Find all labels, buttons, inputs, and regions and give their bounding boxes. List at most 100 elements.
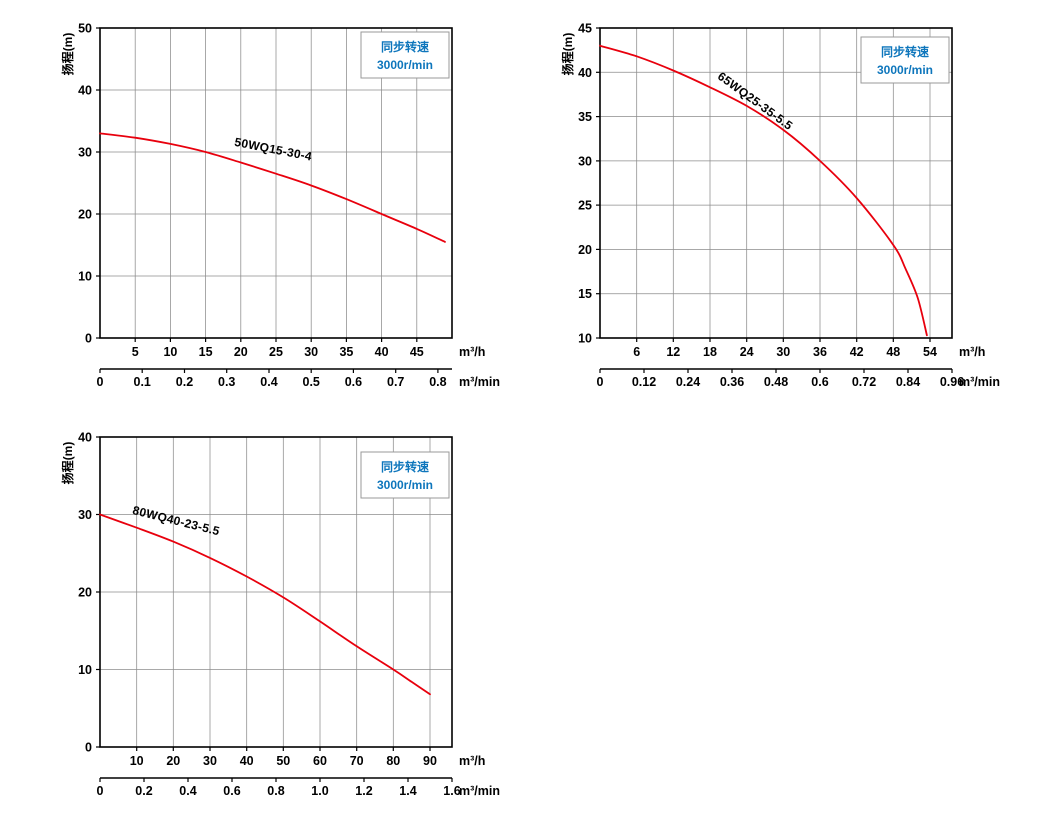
y-tick-label: 10 [78,270,92,284]
x-tick-label: 18 [703,345,717,359]
secondary-x-tick-label: 1.6 [443,784,460,798]
plot-border [599,27,953,339]
pump-curve-chart-2: 10 15 20 25 30 35 40 45 6 12 18 24 30 36 42 48 54 m³/h 0 0.… [518,8,1018,400]
x-tick-label: 40 [375,345,389,359]
y-tick-label: 40 [78,431,92,445]
secondary-x-tick-label: 0.2 [176,375,193,389]
y-tick-label: 0 [85,332,92,346]
secondary-x-tick-label: 0.12 [632,375,656,389]
secondary-x-tick-label: 0.1 [134,375,151,389]
y-tick-label: 0 [85,741,92,755]
secondary-x-tick-label: 0 [97,784,104,798]
x-axis-unit-secondary: m³/min [459,375,500,389]
x-tick-label: 48 [886,345,900,359]
secondary-x-tick-label: 0.6 [345,375,362,389]
secondary-x-tick-label: 0.3 [218,375,235,389]
x-axis-unit-primary: m³/h [459,345,485,359]
y-tick-label: 20 [78,586,92,600]
secondary-x-tick-label: 1.4 [399,784,416,798]
x-tick-label: 30 [203,754,217,768]
y-tick-label: 25 [578,199,592,213]
y-axis-title: 扬程(m) [60,442,75,485]
secondary-x-tick-label: 0.7 [387,375,404,389]
pump-curve-svg: 10 15 20 25 30 35 40 45 6 12 18 24 30 36 42 48 54 m³/h 0 0.… [560,22,1000,390]
y-tick-label: 20 [78,208,92,222]
x-tick-label: 30 [776,345,790,359]
legend-sync-speed-label: 同步转速 [381,459,429,474]
pump-curve [99,513,431,696]
secondary-x-tick-label: 0.4 [179,784,196,798]
y-tick-label: 40 [78,84,92,98]
x-axis-unit-secondary: m³/min [959,375,1000,389]
y-tick-label: 30 [78,146,92,160]
legend-box [360,451,450,499]
y-tick-label: 20 [578,243,592,257]
legend-sync-speed-label: 同步转速 [381,39,429,54]
pump-curve [599,44,928,337]
y-tick-label: 30 [78,508,92,522]
legend-box [360,31,450,79]
x-tick-label: 12 [666,345,680,359]
y-tick-label: 30 [578,154,592,168]
legend-sync-speed-value: 3000r/min [377,58,433,72]
x-tick-label: 45 [410,345,424,359]
secondary-x-tick-label: 0.36 [720,375,744,389]
secondary-x-tick-label: 0.72 [852,375,876,389]
pump-curve-chart-3: 0 10 20 30 40 10 20 30 40 50 60 70 80 90 m³/h 0 0.2 0.4 0.… [18,417,518,809]
x-tick-label: 42 [850,345,864,359]
legend-box [860,36,950,84]
y-axis-title: 扬程(m) [60,33,75,76]
secondary-x-tick-label: 0.2 [135,784,152,798]
y-tick-label: 35 [578,110,592,124]
y-tick-label: 10 [78,663,92,677]
pump-curve-svg: 0 10 20 30 40 50 5 10 15 20 25 30 35 40 45 m³/h 0 0.1 0.2 0… [60,22,500,390]
y-axis-title: 扬程(m) [560,33,575,76]
pump-curve [99,132,446,243]
x-tick-label: 40 [240,754,254,768]
x-tick-label: 90 [423,754,437,768]
secondary-x-tick-label: 0 [597,375,604,389]
x-tick-label: 35 [339,345,353,359]
secondary-x-tick-label: 0.84 [896,375,920,389]
x-axis-unit-primary: m³/h [459,754,485,768]
y-tick-label: 10 [578,332,592,346]
secondary-x-tick-label: 0.6 [811,375,828,389]
x-tick-label: 80 [386,754,400,768]
x-tick-label: 5 [132,345,139,359]
x-tick-label: 30 [304,345,318,359]
x-axis-unit-primary: m³/h [959,345,985,359]
x-tick-label: 70 [350,754,364,768]
secondary-x-tick-label: 0.6 [223,784,240,798]
y-tick-label: 45 [578,22,592,36]
secondary-x-tick-label: 1.0 [311,784,328,798]
x-tick-label: 54 [923,345,937,359]
secondary-x-tick-label: 0.5 [303,375,320,389]
pump-curve-svg: 0 10 20 30 40 10 20 30 40 50 60 70 80 90 m³/h 0 0.2 0.4 0.… [60,431,500,799]
secondary-x-tick-label: 0 [97,375,104,389]
x-tick-label: 10 [163,345,177,359]
x-tick-label: 25 [269,345,283,359]
curve-model-label: 80WQ40-23-5.5 [131,503,221,538]
x-tick-label: 6 [633,345,640,359]
x-tick-label: 15 [199,345,213,359]
x-axis-unit-secondary: m³/min [459,784,500,798]
y-tick-label: 50 [78,22,92,36]
x-tick-label: 20 [166,754,180,768]
x-tick-label: 10 [130,754,144,768]
secondary-x-tick-label: 0.48 [764,375,788,389]
pump-curve-chart-1: 0 10 20 30 40 50 5 10 15 20 25 30 35 40 45 m³/h 0 0.1 0.2 0… [18,8,518,400]
x-tick-label: 24 [740,345,754,359]
x-tick-label: 60 [313,754,327,768]
secondary-x-tick-label: 0.24 [676,375,700,389]
secondary-x-tick-label: 0.8 [267,784,284,798]
legend-sync-speed-label: 同步转速 [881,44,929,59]
curve-model-label: 50WQ15-30-4 [233,135,313,164]
secondary-x-tick-label: 0.96 [940,375,964,389]
y-tick-label: 15 [578,287,592,301]
y-tick-label: 40 [578,66,592,80]
secondary-x-tick-label: 0.8 [429,375,446,389]
x-tick-label: 20 [234,345,248,359]
secondary-x-tick-label: 1.2 [355,784,372,798]
legend-sync-speed-value: 3000r/min [877,63,933,77]
